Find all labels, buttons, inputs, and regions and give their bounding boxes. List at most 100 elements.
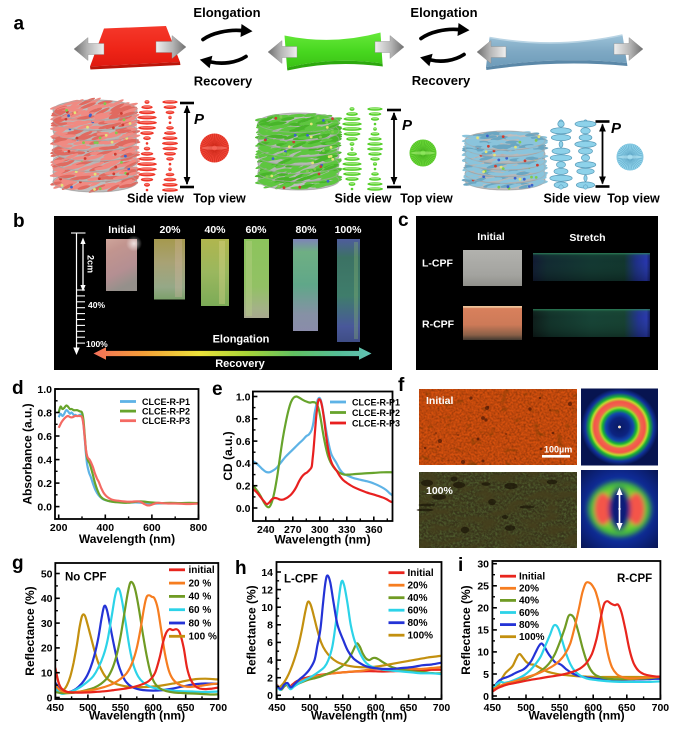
svg-text:0.2: 0.2 — [37, 478, 52, 490]
svg-text:0.8: 0.8 — [236, 414, 251, 426]
svg-text:40%: 40% — [519, 596, 539, 607]
svg-text:450: 450 — [484, 702, 502, 714]
svg-text:Recovery: Recovery — [412, 73, 471, 88]
svg-text:15: 15 — [477, 625, 489, 637]
svg-text:550: 550 — [334, 702, 352, 714]
svg-text:5: 5 — [483, 669, 489, 681]
svg-text:30: 30 — [41, 618, 53, 630]
svg-text:Elongation: Elongation — [213, 334, 270, 346]
svg-text:CLCE-R-P1: CLCE-R-P1 — [352, 397, 400, 407]
svg-text:450: 450 — [47, 702, 65, 714]
svg-text:Absorbance (a.u.): Absorbance (a.u.) — [21, 403, 35, 504]
svg-text:50: 50 — [41, 568, 53, 580]
svg-text:Initial: Initial — [408, 568, 434, 579]
svg-text:600: 600 — [584, 702, 602, 714]
svg-text:Initial: Initial — [426, 395, 454, 407]
svg-text:L-CPF: L-CPF — [422, 258, 453, 270]
svg-text:20%: 20% — [408, 581, 428, 592]
svg-text:800: 800 — [190, 522, 208, 534]
svg-text:0.6: 0.6 — [236, 436, 251, 448]
svg-text:400: 400 — [97, 522, 115, 534]
svg-text:80%: 80% — [295, 224, 317, 236]
svg-text:650: 650 — [177, 702, 195, 714]
svg-text:40%: 40% — [408, 593, 428, 604]
svg-text:e: e — [212, 379, 223, 400]
svg-text:P: P — [194, 111, 205, 128]
svg-text:500: 500 — [301, 702, 319, 714]
svg-text:d: d — [12, 378, 24, 399]
svg-text:Reflectance (%): Reflectance (%) — [245, 585, 259, 674]
svg-text:600: 600 — [144, 702, 162, 714]
svg-text:700: 700 — [210, 702, 228, 714]
svg-text:0: 0 — [483, 691, 489, 703]
svg-text:P: P — [611, 120, 622, 137]
svg-text:Stretch: Stretch — [569, 232, 605, 244]
svg-text:0.0: 0.0 — [37, 501, 52, 513]
svg-text:700: 700 — [433, 702, 451, 714]
svg-text:500: 500 — [517, 702, 535, 714]
svg-text:40%: 40% — [204, 224, 226, 236]
svg-text:100%: 100% — [408, 631, 434, 642]
svg-text:20: 20 — [41, 643, 53, 655]
svg-text:0.8: 0.8 — [37, 407, 52, 419]
svg-text:i: i — [458, 555, 463, 576]
svg-text:550: 550 — [112, 702, 130, 714]
svg-text:Top view: Top view — [400, 192, 453, 206]
svg-text:600: 600 — [143, 522, 161, 534]
svg-text:CD (a.u.): CD (a.u.) — [221, 431, 235, 480]
svg-text:0: 0 — [47, 692, 53, 704]
svg-text:550: 550 — [551, 702, 569, 714]
svg-text:0.4: 0.4 — [236, 458, 251, 470]
svg-text:0.6: 0.6 — [37, 431, 52, 443]
svg-text:1.0: 1.0 — [236, 391, 251, 403]
svg-text:CLCE-R-P3: CLCE-R-P3 — [142, 416, 190, 426]
svg-text:P: P — [402, 117, 413, 134]
svg-text:R-CPF: R-CPF — [617, 573, 652, 585]
svg-text:8: 8 — [267, 620, 273, 632]
svg-text:100%: 100% — [86, 339, 108, 349]
svg-text:Wavelength (nm): Wavelength (nm) — [89, 709, 185, 723]
svg-text:R-CPF: R-CPF — [422, 319, 455, 331]
svg-text:2cm: 2cm — [86, 255, 96, 273]
svg-text:Initial: Initial — [519, 572, 545, 583]
svg-text:10: 10 — [477, 647, 489, 659]
svg-text:6: 6 — [267, 637, 273, 649]
svg-text:240: 240 — [257, 524, 275, 536]
svg-text:300: 300 — [311, 524, 329, 536]
svg-text:a: a — [14, 14, 25, 35]
svg-text:12: 12 — [261, 584, 273, 596]
svg-text:Wavelength (nm): Wavelength (nm) — [274, 533, 370, 547]
svg-text:10: 10 — [41, 668, 53, 680]
svg-text:20%: 20% — [519, 584, 539, 595]
svg-text:0: 0 — [267, 690, 273, 702]
svg-text:60%: 60% — [519, 608, 539, 619]
svg-text:200: 200 — [50, 522, 68, 534]
svg-text:1.0: 1.0 — [37, 384, 52, 396]
svg-text:100%: 100% — [519, 632, 545, 643]
svg-text:Initial: Initial — [108, 224, 136, 236]
svg-text:20%: 20% — [159, 224, 181, 236]
svg-text:100 %: 100 % — [189, 632, 217, 643]
svg-text:100µm: 100µm — [544, 445, 572, 455]
svg-text:CLCE-R-P2: CLCE-R-P2 — [352, 408, 400, 418]
svg-text:f: f — [398, 375, 405, 396]
svg-text:Wavelength (nm): Wavelength (nm) — [79, 532, 175, 546]
svg-text:20: 20 — [477, 603, 489, 615]
svg-text:60%: 60% — [245, 224, 267, 236]
svg-text:L-CPF: L-CPF — [284, 574, 318, 586]
svg-text:0.2: 0.2 — [236, 481, 251, 493]
svg-text:330: 330 — [338, 524, 356, 536]
svg-text:14: 14 — [261, 567, 273, 579]
svg-text:4: 4 — [267, 655, 273, 667]
svg-text:h: h — [235, 558, 247, 579]
svg-text:40%: 40% — [88, 300, 105, 310]
svg-text:Elongation: Elongation — [410, 5, 477, 20]
svg-text:Wavelength (nm): Wavelength (nm) — [311, 709, 407, 723]
svg-text:0.0: 0.0 — [236, 503, 251, 515]
svg-text:CLCE-R-P3: CLCE-R-P3 — [352, 418, 400, 428]
svg-text:700: 700 — [652, 702, 670, 714]
svg-text:c: c — [398, 210, 409, 231]
svg-text:60%: 60% — [408, 606, 428, 617]
svg-text:270: 270 — [284, 524, 302, 536]
svg-text:500: 500 — [79, 702, 97, 714]
